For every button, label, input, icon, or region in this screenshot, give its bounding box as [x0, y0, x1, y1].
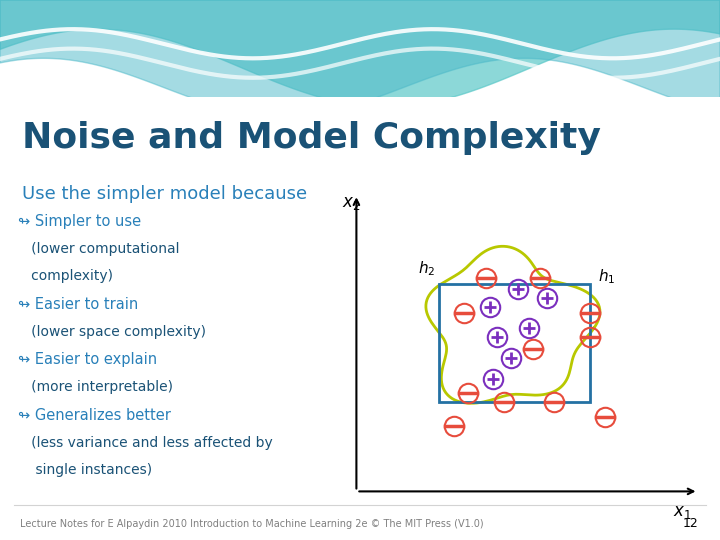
Text: (lower space complexity): (lower space complexity) [18, 325, 206, 339]
Text: Noise and Model Complexity: Noise and Model Complexity [22, 121, 600, 154]
Text: ↬ Easier to train: ↬ Easier to train [18, 297, 138, 312]
Text: Use the simpler model because: Use the simpler model because [22, 185, 307, 204]
Text: $h_2$: $h_2$ [418, 259, 436, 278]
Text: $x_2$: $x_2$ [342, 194, 361, 212]
Polygon shape [0, 0, 720, 117]
Text: $x_1$: $x_1$ [672, 503, 691, 521]
Bar [439, 284, 590, 402]
Polygon shape [0, 0, 720, 107]
Text: (more interpretable): (more interpretable) [18, 380, 173, 394]
Text: complexity): complexity) [18, 269, 113, 284]
Text: 12: 12 [683, 517, 698, 530]
Text: ↬ Easier to explain: ↬ Easier to explain [18, 353, 157, 367]
Text: Lecture Notes for E Alpaydin 2010 Introduction to Machine Learning 2e © The MIT : Lecture Notes for E Alpaydin 2010 Introd… [20, 519, 484, 529]
Text: ↬ Simpler to use: ↬ Simpler to use [18, 214, 141, 229]
Text: (less variance and less affected by: (less variance and less affected by [18, 436, 273, 450]
Text: $h_1$: $h_1$ [598, 268, 615, 286]
Text: ↬ Generalizes better: ↬ Generalizes better [18, 408, 171, 423]
Text: single instances): single instances) [18, 463, 152, 477]
Text: (lower computational: (lower computational [18, 241, 179, 255]
